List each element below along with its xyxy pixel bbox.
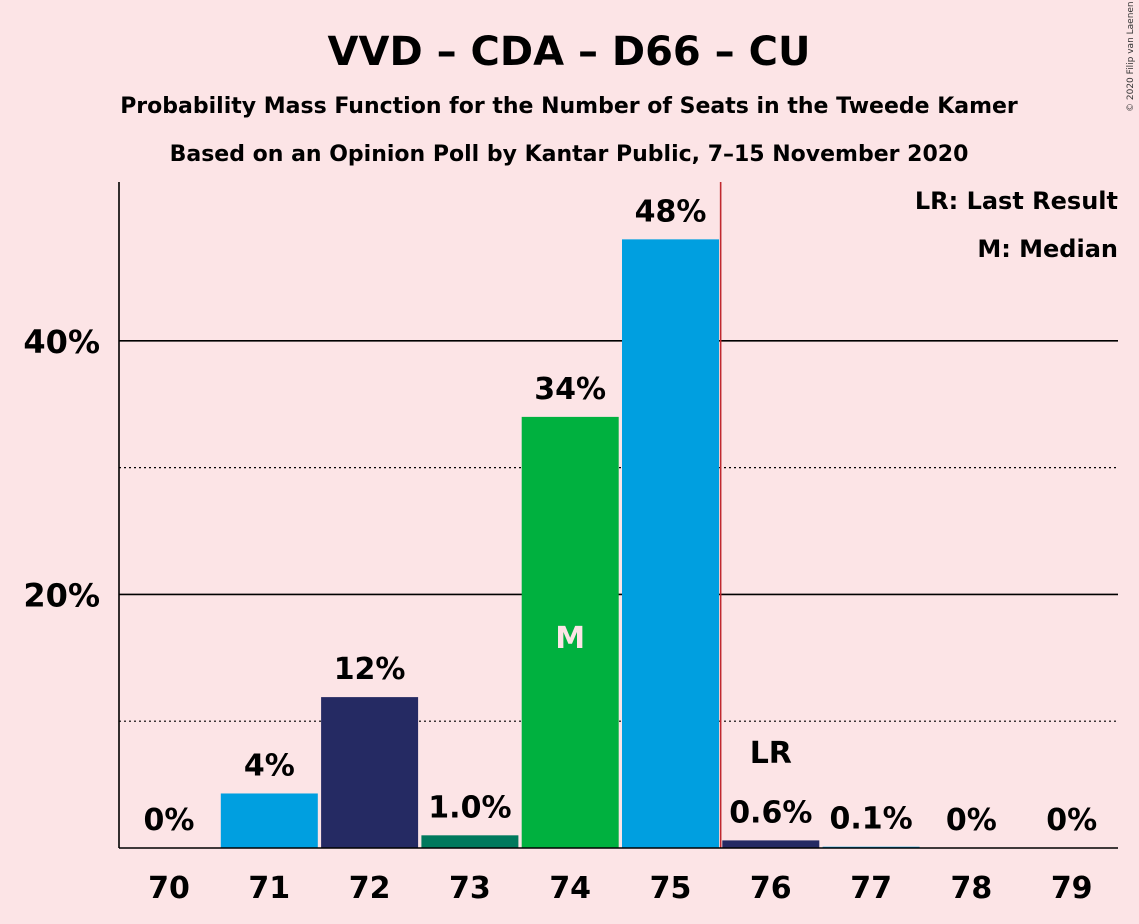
legend-median: M: Median <box>977 235 1118 263</box>
x-tick-79: 79 <box>1051 871 1093 906</box>
x-tick-76: 76 <box>750 871 792 906</box>
data-label-79: 0% <box>1046 803 1097 838</box>
bar-74 <box>521 416 619 848</box>
y-tick-labels: 20% 40% <box>23 323 100 615</box>
bar-72 <box>321 697 419 848</box>
y-tick-20: 20% <box>23 576 100 614</box>
bars-group <box>220 239 920 849</box>
chart-title: VVD – CDA – D66 – CU <box>328 29 811 75</box>
x-tick-74: 74 <box>549 871 591 906</box>
axes-group <box>118 182 1118 849</box>
x-tick-70: 70 <box>148 871 190 906</box>
chart-subtitle-2: Based on an Opinion Poll by Kantar Publi… <box>170 142 969 167</box>
x-tick-73: 73 <box>449 871 491 906</box>
data-label-70: 0% <box>144 803 195 838</box>
y-tick-40: 40% <box>23 323 100 361</box>
data-label-72: 12% <box>334 652 406 687</box>
data-labels: 0% 4% 12% 1.0% 34% 48% 0.6% 0.1% 0% 0% M LR <box>144 194 1098 838</box>
bar-76 <box>722 840 820 848</box>
x-tick-72: 72 <box>349 871 391 906</box>
copyright-text: © 2020 Filip van Laenen <box>1126 1 1136 112</box>
bar-73 <box>421 835 519 848</box>
x-tick-78: 78 <box>951 871 993 906</box>
x-tick-labels: 70 71 72 73 74 75 76 77 78 79 <box>148 871 1092 906</box>
bar-75 <box>622 239 719 849</box>
data-label-77: 0.1% <box>829 802 912 837</box>
chart-subtitle-1: Probability Mass Function for the Number… <box>120 94 1018 119</box>
median-marker: M <box>555 621 585 656</box>
data-label-71: 4% <box>244 748 295 783</box>
x-tick-71: 71 <box>248 871 290 906</box>
x-tick-75: 75 <box>650 871 692 906</box>
x-tick-77: 77 <box>850 871 892 906</box>
data-label-73: 1.0% <box>428 790 511 825</box>
data-label-76: 0.6% <box>729 795 812 830</box>
data-label-78: 0% <box>946 803 997 838</box>
data-label-75: 48% <box>635 194 707 229</box>
legend-last-result: LR: Last Result <box>915 187 1118 215</box>
data-label-74: 34% <box>534 372 606 407</box>
last-result-marker: LR <box>750 736 792 771</box>
bar-71 <box>220 793 318 848</box>
